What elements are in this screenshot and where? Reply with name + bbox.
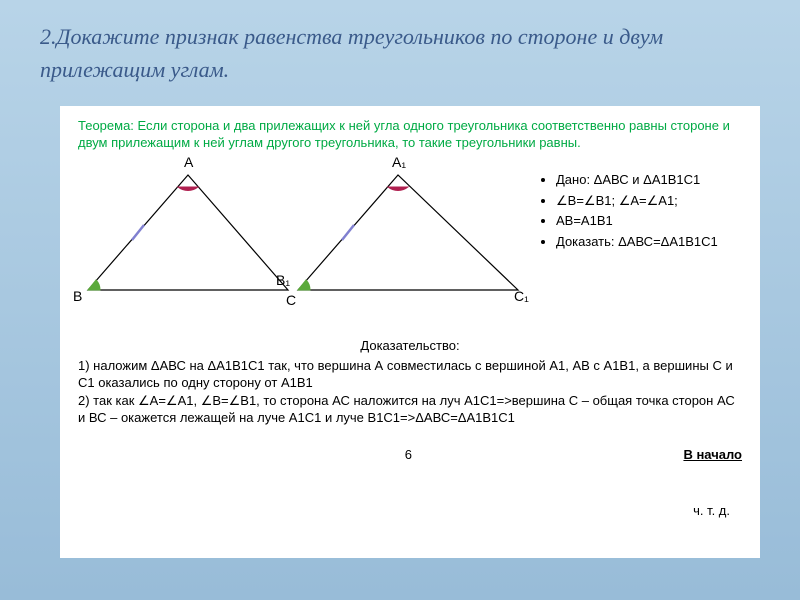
triangle-a1b1c1 <box>298 175 518 290</box>
given-item: АВ=А1В1 <box>556 211 718 232</box>
page-number: 6 <box>297 447 519 462</box>
content-box: Теорема: Если сторона и два прилежащих к… <box>60 106 760 558</box>
diagram-area: A B C A₁ B₁ C₁ Дано: ΔАВС и ΔА1В1С1 ∠В=∠… <box>78 160 742 330</box>
label-b: B <box>73 288 82 304</box>
label-a: A <box>184 154 193 170</box>
proof-body: 1) наложим ΔАВС на ΔА1В1С1 так, что верш… <box>78 357 742 427</box>
given-list: Дано: ΔАВС и ΔА1В1С1 ∠В=∠В1; ∠А=∠А1; АВ=… <box>528 160 718 253</box>
triangle-abc <box>88 175 288 290</box>
triangles-figure: A B C A₁ B₁ C₁ <box>78 160 528 330</box>
label-c1: C₁ <box>514 288 529 304</box>
label-a1: A₁ <box>392 154 406 170</box>
qed-text: ч. т. д. <box>693 503 730 518</box>
label-b1: B₁ <box>276 272 290 288</box>
proof-title: Доказательство: <box>78 338 742 353</box>
given-item: Доказать: ΔАВС=ΔА1В1С1 <box>556 232 718 253</box>
nav-link-start[interactable]: В начало <box>520 447 742 462</box>
given-item: ∠В=∠В1; ∠А=∠А1; <box>556 191 718 212</box>
triangles-svg <box>78 160 528 330</box>
slide-title: 2.Докажите признак равенства треугольник… <box>0 0 800 96</box>
given-item: Дано: ΔАВС и ΔА1В1С1 <box>556 170 718 191</box>
theorem-text: Теорема: Если сторона и два прилежащих к… <box>78 118 742 152</box>
footer-row: 6 ч. т. д. В начало <box>78 447 742 462</box>
label-c: C <box>286 292 296 308</box>
